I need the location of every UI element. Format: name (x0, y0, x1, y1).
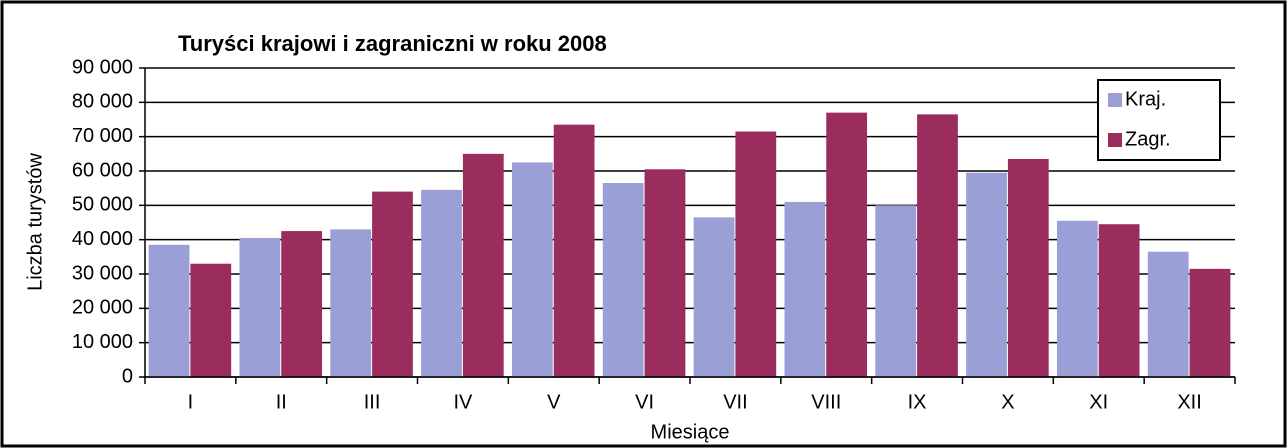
y-tick-label: 30 000 (72, 262, 133, 284)
bar (372, 191, 413, 377)
x-tick-label: XII (1177, 391, 1201, 413)
bar (553, 124, 595, 378)
legend-swatch (1108, 133, 1122, 147)
bar (784, 201, 826, 377)
bar (1056, 220, 1098, 377)
bar (693, 217, 735, 377)
y-tick-label: 90 000 (72, 56, 133, 78)
x-tick-label: XI (1089, 391, 1108, 413)
y-tick-label: 10 000 (72, 331, 133, 353)
y-axis-label: Liczba turystów (24, 153, 46, 291)
bar (1189, 268, 1231, 377)
bar (239, 237, 281, 377)
x-tick-label: III (364, 391, 381, 413)
bar (917, 114, 958, 377)
bar (462, 153, 504, 377)
bar (875, 205, 917, 377)
bar (1098, 224, 1140, 377)
bar (330, 229, 372, 377)
x-tick-label: VIII (811, 391, 841, 413)
bar (148, 244, 190, 377)
y-tick-label: 20 000 (72, 297, 133, 319)
bar (1147, 251, 1189, 377)
y-tick-label: 80 000 (72, 91, 133, 113)
y-tick-label: 40 000 (72, 228, 133, 250)
x-tick-label: IX (908, 391, 927, 413)
x-tick-label: I (188, 391, 194, 413)
y-tick-label: 50 000 (72, 194, 133, 216)
legend-label: Zagr. (1125, 128, 1171, 150)
y-tick-label: 70 000 (72, 125, 133, 147)
y-tick-label: 0 (122, 365, 133, 387)
bar (966, 172, 1007, 377)
bar (602, 183, 644, 377)
legend-swatch (1108, 93, 1122, 107)
x-tick-label: II (276, 391, 287, 413)
x-tick-label: IV (453, 391, 473, 413)
bar (190, 263, 232, 377)
x-tick-label: VII (723, 391, 747, 413)
bar (281, 231, 323, 377)
bar (1007, 158, 1049, 377)
bar (511, 162, 553, 377)
bar (644, 169, 686, 377)
x-tick-label: X (1001, 391, 1014, 413)
legend-label: Kraj. (1125, 88, 1166, 110)
x-tick-label: VI (635, 391, 654, 413)
y-tick-label: 60 000 (72, 159, 133, 181)
x-tick-label: V (547, 391, 561, 413)
x-axis-label: Miesiące (651, 421, 730, 443)
chart-title: Turyści krajowi i zagraniczni w roku 200… (178, 31, 607, 56)
bar (421, 189, 462, 377)
bar (826, 112, 868, 377)
bar (735, 131, 777, 377)
